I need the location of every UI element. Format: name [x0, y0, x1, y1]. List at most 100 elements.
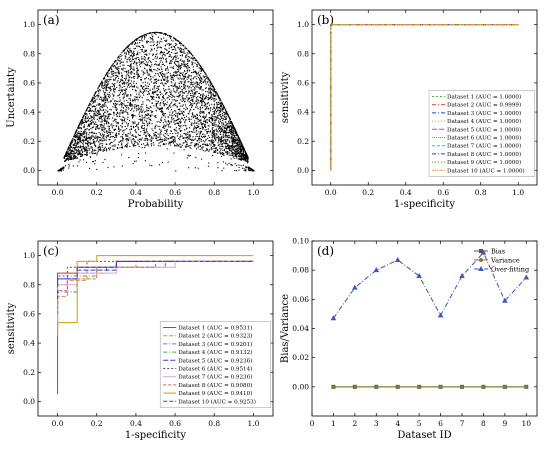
point	[159, 40, 161, 42]
point	[123, 96, 126, 98]
point	[160, 82, 162, 84]
point	[133, 73, 135, 75]
point	[175, 132, 177, 135]
point	[106, 121, 108, 123]
point	[136, 57, 138, 59]
point	[167, 80, 169, 82]
point	[179, 54, 181, 57]
point	[173, 90, 175, 92]
point	[205, 108, 207, 110]
point	[173, 104, 175, 106]
point	[229, 121, 232, 123]
point	[160, 133, 162, 135]
point	[211, 134, 213, 136]
point	[209, 82, 211, 84]
point	[118, 82, 121, 84]
point	[69, 144, 71, 146]
point	[99, 89, 101, 91]
point	[100, 116, 102, 118]
point	[134, 100, 136, 102]
point	[110, 78, 112, 81]
point	[223, 152, 225, 155]
point	[219, 110, 221, 112]
point	[141, 125, 143, 127]
point	[198, 102, 200, 104]
point	[162, 139, 164, 141]
point	[227, 152, 229, 154]
point	[154, 126, 156, 128]
point	[152, 53, 154, 55]
point	[115, 78, 117, 80]
point	[205, 91, 207, 93]
point	[79, 154, 81, 156]
point	[135, 160, 137, 162]
point	[88, 109, 90, 111]
point	[189, 127, 191, 129]
point	[116, 111, 119, 113]
point	[184, 52, 186, 54]
point	[180, 65, 182, 67]
point	[189, 130, 191, 132]
point	[224, 116, 226, 118]
point	[194, 138, 196, 140]
point	[155, 31, 157, 33]
point	[104, 111, 106, 113]
point	[97, 146, 99, 148]
point	[241, 157, 243, 159]
point	[82, 154, 84, 156]
point	[164, 138, 166, 140]
point	[178, 42, 181, 45]
point	[110, 66, 112, 68]
point	[230, 150, 232, 152]
point	[127, 140, 130, 142]
point	[202, 111, 204, 113]
point	[245, 152, 247, 155]
point	[146, 128, 148, 130]
point	[151, 140, 153, 142]
point	[88, 129, 90, 131]
point	[231, 151, 234, 153]
point	[143, 133, 145, 135]
point	[147, 57, 149, 59]
point	[121, 86, 123, 88]
point	[69, 155, 71, 157]
point	[222, 161, 225, 163]
point	[102, 133, 104, 135]
point	[221, 121, 223, 123]
point	[225, 123, 227, 125]
point	[103, 114, 105, 116]
point	[129, 145, 131, 147]
point	[213, 113, 216, 115]
point	[161, 83, 164, 85]
point	[221, 110, 223, 112]
point	[84, 153, 86, 155]
point	[188, 136, 190, 138]
point	[177, 119, 179, 121]
point	[94, 143, 96, 145]
point	[222, 134, 224, 136]
point	[143, 86, 145, 88]
point	[93, 141, 95, 143]
point	[178, 75, 180, 77]
point	[110, 100, 112, 102]
point	[168, 50, 170, 52]
point	[211, 117, 213, 119]
point	[196, 100, 198, 102]
point	[209, 91, 211, 93]
point	[100, 133, 102, 135]
point	[97, 127, 99, 129]
point	[104, 102, 106, 104]
point	[118, 133, 120, 135]
point	[94, 92, 96, 95]
point	[239, 146, 242, 148]
point	[129, 48, 131, 50]
point	[80, 120, 82, 122]
point	[201, 148, 203, 150]
point	[247, 161, 249, 163]
point	[191, 113, 193, 115]
point	[228, 126, 230, 128]
point	[245, 156, 247, 158]
point	[98, 113, 100, 115]
point	[121, 89, 123, 91]
point	[135, 96, 138, 99]
